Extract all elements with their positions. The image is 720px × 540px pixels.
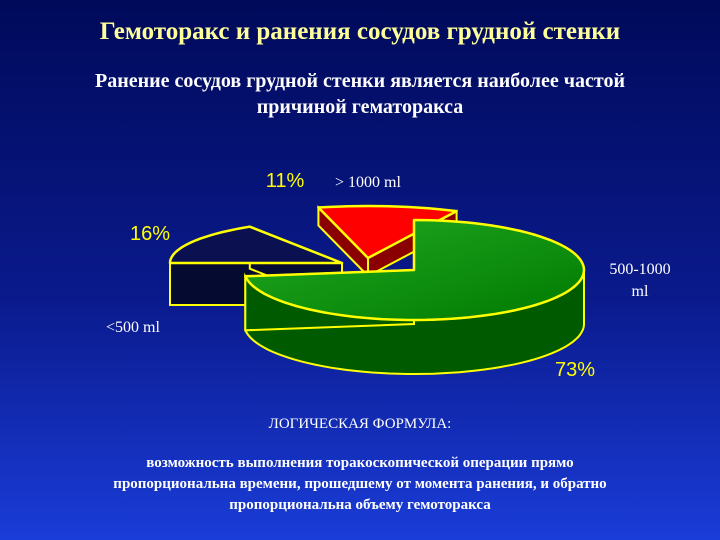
- pie-slice-top: [168, 225, 344, 265]
- pie-slice-top: [244, 218, 586, 322]
- pie-slices: [168, 204, 586, 375]
- subtitle-line: Ранение сосудов грудной стенки является …: [95, 70, 625, 92]
- formula-line: пропорциональна объему гемоторакса: [229, 497, 491, 513]
- pie-slice-500-ml: [244, 218, 586, 375]
- pie-percent-label: 11%: [266, 170, 305, 192]
- pie-category-label: <500 ml: [106, 319, 160, 336]
- formula-title: ЛОГИЧЕСКАЯ ФОРМУЛА:: [268, 416, 452, 432]
- pie-category-label: > 1000 ml: [335, 174, 401, 191]
- subtitle-line: причиной гематоракса: [256, 96, 464, 118]
- formula-text: возможность выполнения торакоскопической…: [20, 453, 700, 516]
- pie-category-label: 500-1000 ml: [609, 261, 670, 300]
- formula-line: пропорциональна времени, прошедшему от м…: [113, 476, 607, 492]
- slide-subtitle: Ранение сосудов грудной стенки является …: [20, 68, 700, 120]
- pie-percent-label: 16%: [130, 223, 170, 245]
- slide-title: Гемоторакс и ранения сосудов грудной сте…: [99, 18, 621, 45]
- pie-percent-label: 73%: [555, 359, 595, 381]
- formula-line: возможность выполнения торакоскопической…: [146, 455, 574, 471]
- pie-labels: 11% > 1000 ml 16% 500-1000 ml 73% <500 ml: [106, 170, 671, 381]
